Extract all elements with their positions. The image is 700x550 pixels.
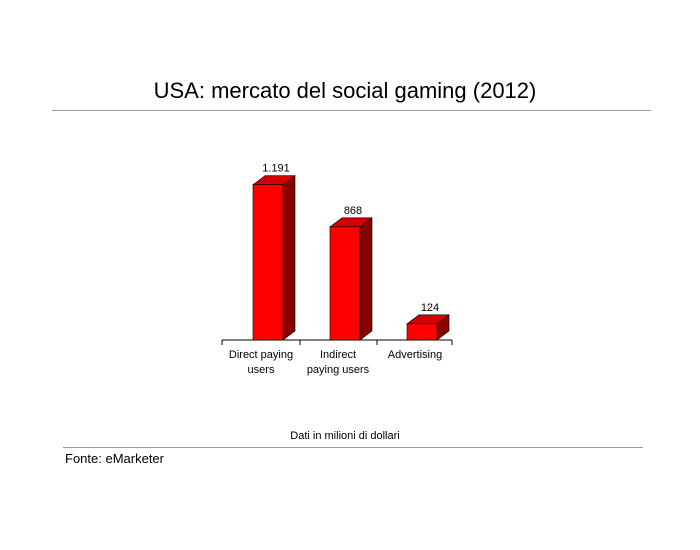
bar [329, 217, 373, 341]
bar-side-face [282, 175, 296, 341]
bar-side-face [359, 217, 373, 341]
units-note: Dati in milioni di dollari [290, 430, 400, 442]
category-label-line: users [248, 364, 275, 376]
category-label-line: Indirect [320, 349, 356, 361]
bar-front-face [329, 226, 361, 341]
bar-front-face [252, 184, 284, 341]
bar-front-face [406, 323, 438, 341]
data-label: 868 [344, 205, 362, 217]
chart-title: USA: mercato del social gaming (2012) [153, 78, 537, 103]
category-label: Advertising [388, 349, 442, 361]
top-divider [52, 110, 651, 111]
data-label: 124 [421, 302, 439, 314]
data-label: 1.191 [262, 163, 290, 175]
category-label-line: Advertising [388, 349, 442, 361]
category-label-line: paying users [307, 364, 370, 376]
category-label: Indirect paying users [307, 349, 370, 376]
source-note: Fonte: eMarketer [65, 451, 164, 466]
bar [252, 175, 296, 341]
bottom-divider [63, 447, 643, 448]
category-label-line: Direct paying [229, 349, 293, 361]
category-label: Direct paying users [229, 349, 293, 376]
bar [406, 314, 450, 341]
